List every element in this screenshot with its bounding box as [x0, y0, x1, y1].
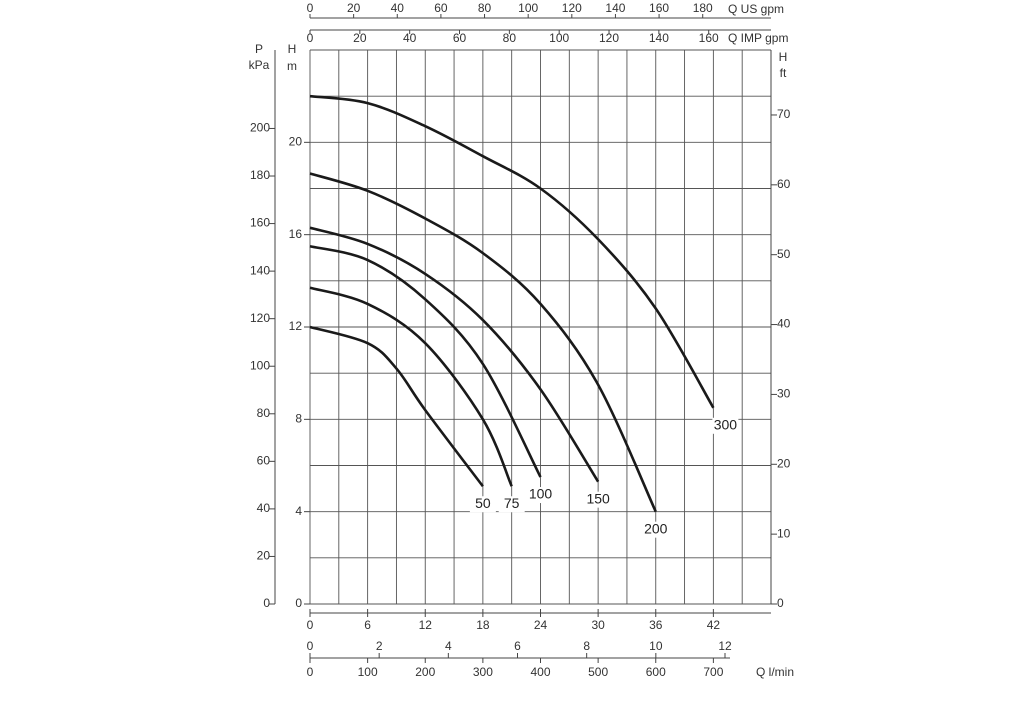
pump-curve [309, 226, 600, 483]
label-bg [469, 496, 496, 513]
tick-label: 10 [777, 526, 791, 540]
tick-label: 60 [777, 177, 791, 191]
tick-label: 140 [649, 31, 669, 45]
x-tick-label: 18 [476, 618, 490, 632]
tick-label: 100 [518, 1, 538, 15]
y-axis-title: m [287, 59, 297, 73]
x-tick-label: 36 [649, 618, 663, 632]
y-tick-label: 12 [289, 319, 303, 333]
x-tick-label: 6 [364, 618, 371, 632]
label-bg [527, 487, 554, 504]
tick-label: 140 [250, 263, 270, 277]
label-bg [712, 417, 739, 434]
tick-label: 10 [649, 639, 663, 653]
label-bg [498, 496, 525, 513]
tick-label: 700 [703, 665, 723, 679]
curve-label: 150 [586, 490, 610, 506]
tick-label: 0 [307, 31, 314, 45]
tick-label: 0 [307, 639, 314, 653]
tick-label: 0 [263, 596, 270, 610]
y-tick-label: 20 [289, 135, 303, 149]
tick-label: 20 [777, 456, 791, 470]
tick-label: 40 [391, 1, 405, 15]
tick-label: 180 [250, 168, 270, 182]
tick-label: 4 [445, 639, 452, 653]
tick-label: 30 [777, 387, 791, 401]
tick-label: 180 [693, 1, 713, 15]
axis-title: Q IMP gpm [728, 31, 788, 45]
tick-label: 200 [250, 121, 270, 135]
x-tick-label: 12 [419, 618, 433, 632]
y-tick-label: 16 [289, 227, 303, 241]
tick-label: 20 [347, 1, 361, 15]
axis-title: kPa [249, 58, 270, 72]
pump-curve [309, 94, 715, 409]
tick-label: 100 [358, 665, 378, 679]
tick-label: 40 [257, 501, 271, 515]
axis-title: P [255, 42, 263, 56]
tick-label: 100 [250, 358, 270, 372]
axis-title: Q US gpm [728, 2, 784, 16]
tick-label: 120 [599, 31, 619, 45]
pump-curve [309, 286, 513, 487]
tick-label: 20 [353, 31, 367, 45]
label-bg [642, 521, 669, 538]
y-tick-label: 4 [295, 504, 302, 518]
curve-label: 200 [644, 520, 668, 536]
tick-label: 160 [250, 216, 270, 230]
tick-label: 80 [478, 1, 492, 15]
pump-curve [309, 244, 542, 478]
x-tick-label: 0 [307, 618, 314, 632]
tick-label: 0 [777, 596, 784, 610]
axis-title: H [779, 50, 788, 64]
tick-label: 0 [307, 1, 314, 15]
tick-label: 60 [434, 1, 448, 15]
tick-label: 160 [699, 31, 719, 45]
tick-label: 40 [777, 317, 791, 331]
tick-label: 600 [646, 665, 666, 679]
tick-label: 8 [583, 639, 590, 653]
y-axis-title: H [288, 42, 297, 56]
tick-label: 20 [257, 549, 271, 563]
x-tick-label: 30 [591, 618, 605, 632]
curve-label: 300 [714, 416, 738, 432]
tick-label: 6 [514, 639, 521, 653]
axis-title: ft [780, 66, 787, 80]
curve-label: 100 [529, 486, 553, 502]
tick-label: 120 [562, 1, 582, 15]
tick-label: 12 [718, 639, 732, 653]
tick-label: 100 [549, 31, 569, 45]
pump-curve [309, 325, 484, 488]
tick-label: 60 [453, 31, 467, 45]
tick-label: 40 [403, 31, 417, 45]
curve-label: 75 [504, 495, 520, 511]
x-tick-label: 24 [534, 618, 548, 632]
tick-label: 0 [307, 665, 314, 679]
axis-title: Q l/min [756, 665, 794, 679]
y-tick-label: 8 [295, 412, 302, 426]
tick-label: 300 [473, 665, 493, 679]
tick-label: 70 [777, 107, 791, 121]
tick-label: 80 [503, 31, 517, 45]
curve-label: 50 [475, 495, 491, 511]
tick-label: 120 [250, 311, 270, 325]
tick-label: 60 [257, 454, 271, 468]
pump-curve [309, 172, 657, 513]
label-bg [585, 491, 612, 508]
tick-label: 160 [649, 1, 669, 15]
tick-label: 50 [777, 247, 791, 261]
tick-label: 140 [605, 1, 625, 15]
tick-label: 200 [415, 665, 435, 679]
tick-label: 400 [530, 665, 550, 679]
y-tick-label: 0 [295, 596, 302, 610]
tick-label: 500 [588, 665, 608, 679]
tick-label: 80 [257, 406, 271, 420]
x-tick-label: 42 [707, 618, 721, 632]
tick-label: 2 [376, 639, 383, 653]
